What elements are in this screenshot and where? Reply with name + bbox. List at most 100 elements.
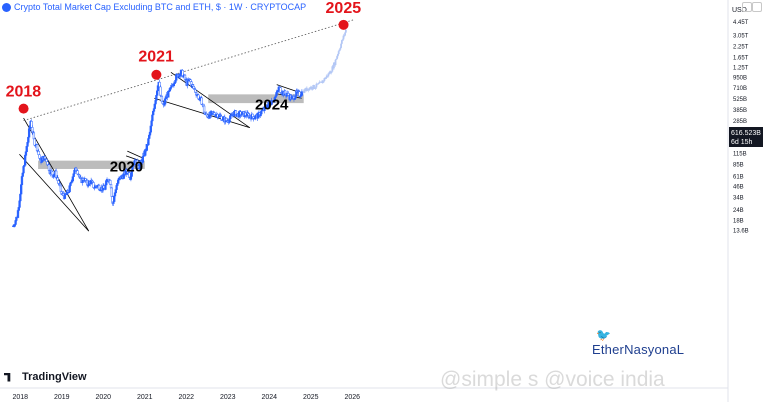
settings-icon[interactable] bbox=[752, 2, 762, 12]
candle-body bbox=[20, 184, 23, 195]
projection-candle bbox=[337, 54, 339, 57]
y-tick-label: 24B bbox=[733, 208, 744, 214]
projection-candle bbox=[310, 86, 313, 89]
projection-candle bbox=[313, 84, 315, 89]
y-tick-label: 13.6B bbox=[733, 228, 749, 234]
projection-candle bbox=[338, 49, 341, 52]
cycle-label-2025: 2025 bbox=[326, 0, 362, 17]
candle-body bbox=[105, 180, 108, 186]
tradingview-logo-icon bbox=[4, 372, 11, 382]
candle-body bbox=[109, 180, 112, 185]
watermark: @simple s @voice india bbox=[440, 368, 665, 391]
y-tick-label: 85B bbox=[733, 162, 744, 168]
current-price-value: 616.523B bbox=[731, 130, 761, 137]
x-tick-label: 2022 bbox=[179, 394, 195, 401]
projection-candle bbox=[317, 83, 319, 85]
trendline-3 bbox=[154, 97, 250, 129]
author-brand: EtherNasyonaL bbox=[592, 342, 685, 357]
candles-layer bbox=[12, 69, 304, 228]
y-tick-label: 285B bbox=[733, 119, 747, 125]
projection-candle bbox=[321, 80, 324, 84]
y-tick-label: 34B bbox=[733, 195, 744, 201]
bar-countdown: 6d 15h bbox=[731, 139, 753, 146]
candle-body bbox=[37, 150, 40, 155]
projection-candle bbox=[341, 39, 344, 41]
trendline-6 bbox=[127, 150, 143, 159]
candle-body bbox=[20, 176, 24, 185]
trendline-2 bbox=[170, 71, 250, 128]
candle-body bbox=[150, 120, 153, 127]
projection-candle bbox=[314, 87, 317, 89]
x-tick-label: 2020 bbox=[96, 394, 112, 401]
time-axis: 2018 2019 2020 2021 2022 2023 2024 2025 2026 bbox=[13, 394, 361, 401]
symbol-logo-icon bbox=[2, 2, 11, 12]
projection-candle bbox=[328, 73, 331, 75]
projection-candle bbox=[325, 75, 328, 78]
trendlines-layer bbox=[19, 19, 354, 232]
y-tick-label: 46B bbox=[733, 185, 744, 191]
candle-body bbox=[71, 176, 75, 182]
y-tick-label: 2.25T bbox=[733, 45, 749, 51]
range-box-1 bbox=[208, 94, 304, 104]
candle-body bbox=[43, 156, 47, 160]
candle-body bbox=[110, 187, 113, 197]
peak-marker-2025 bbox=[338, 19, 349, 30]
candle-body bbox=[22, 166, 25, 174]
candle-body bbox=[35, 144, 39, 151]
projection-candle bbox=[303, 89, 306, 93]
peak-marker-2018 bbox=[18, 103, 29, 114]
projection-candle bbox=[344, 32, 346, 36]
projection-candle bbox=[334, 59, 337, 66]
y-tick-label: 3.05T bbox=[733, 34, 749, 40]
projection-candle bbox=[344, 29, 347, 33]
cycle-label-2024: 2024 bbox=[255, 97, 289, 114]
x-tick-label: 2018 bbox=[13, 394, 29, 401]
bird-icon: 🐦 bbox=[596, 328, 611, 342]
projection-candle bbox=[340, 40, 343, 44]
cycle-label-2020: 2020 bbox=[110, 158, 143, 175]
chart-title: Crypto Total Market Cap Excluding BTC an… bbox=[14, 2, 307, 12]
cycle-label-2021: 2021 bbox=[138, 49, 174, 66]
candle-body bbox=[300, 91, 304, 96]
markers-layer: 2018 2021 2025 2020 2024 bbox=[6, 0, 362, 175]
cycle-label-2018: 2018 bbox=[6, 84, 42, 101]
projection-candle bbox=[311, 88, 314, 90]
y-tick-label: 950B bbox=[733, 76, 747, 82]
projection-candle bbox=[339, 47, 342, 50]
projection-candle bbox=[323, 78, 326, 81]
projection-candle bbox=[327, 73, 330, 77]
y-tick-label: 710B bbox=[733, 86, 747, 92]
y-tick-label: 525B bbox=[733, 97, 747, 103]
tradingview-logo: TradingView bbox=[4, 371, 87, 383]
candle-body bbox=[19, 193, 22, 202]
candle-body bbox=[46, 161, 49, 166]
y-tick-label: 61B bbox=[733, 174, 744, 180]
y-tick-label: 18B bbox=[733, 218, 744, 224]
projection-candle bbox=[335, 58, 338, 60]
candle-body bbox=[114, 189, 117, 194]
trendline-7 bbox=[125, 155, 142, 162]
candle-body bbox=[251, 113, 254, 118]
y-tick-label: 385B bbox=[733, 108, 747, 114]
projection-layer bbox=[302, 29, 347, 94]
projection-candle bbox=[336, 56, 339, 59]
range-boxes-layer bbox=[38, 94, 304, 169]
y-tick-label: 115B bbox=[733, 152, 747, 158]
x-tick-label: 2024 bbox=[262, 394, 278, 401]
trendline-1 bbox=[19, 153, 90, 232]
current-price-tag bbox=[729, 127, 763, 147]
projection-candle bbox=[342, 35, 345, 40]
long-term-trendline bbox=[23, 19, 354, 121]
maximize-icon[interactable] bbox=[742, 2, 752, 12]
range-box-0 bbox=[38, 160, 145, 169]
projection-candle bbox=[333, 62, 335, 69]
currency-label: USD bbox=[732, 7, 747, 14]
candle-body bbox=[155, 95, 158, 101]
candle-body bbox=[51, 171, 54, 176]
candle-body bbox=[168, 88, 172, 92]
x-tick-label: 2023 bbox=[220, 394, 236, 401]
projection-candle bbox=[317, 83, 320, 84]
y-tick-label: 4.45T bbox=[733, 20, 749, 26]
projection-candle bbox=[331, 66, 334, 72]
